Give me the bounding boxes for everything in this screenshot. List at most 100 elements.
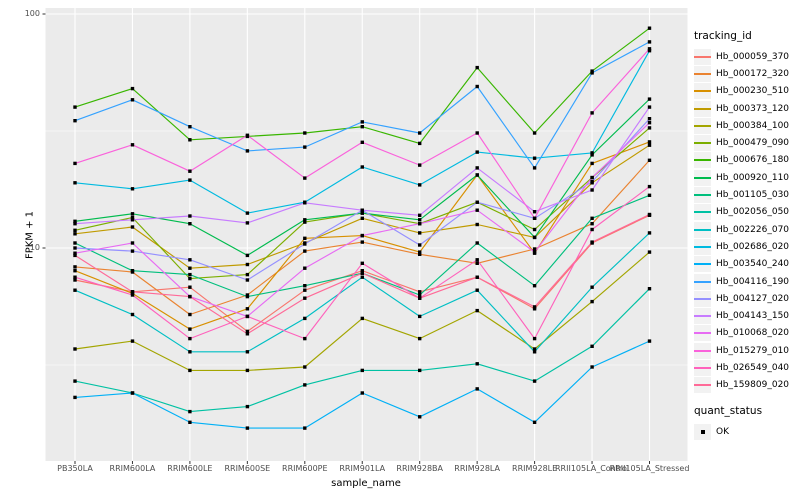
data-point <box>418 290 422 294</box>
legend-item: Hb_010068_020 <box>694 325 800 342</box>
x-tick-label: RRIM901LA <box>339 464 386 473</box>
data-point <box>647 250 652 254</box>
data-point <box>245 253 250 258</box>
data-point <box>245 133 250 137</box>
legend-key-line-icon <box>694 256 711 273</box>
data-point <box>188 266 192 270</box>
legend-key-line-icon <box>694 135 711 152</box>
data-point <box>73 241 77 245</box>
data-point <box>73 379 77 383</box>
data-point <box>130 241 135 245</box>
data-point <box>532 216 537 220</box>
legend-label: Hb_000172_320 <box>716 68 790 79</box>
data-point <box>418 336 422 341</box>
data-point <box>188 336 192 341</box>
data-point <box>475 241 479 245</box>
legend-label: Hb_159809_020 <box>716 380 790 391</box>
legend-key-line-icon <box>694 65 711 82</box>
legend-item: Hb_015279_010 <box>694 342 800 359</box>
series-color-swatch <box>694 142 711 145</box>
legend-key-line-icon <box>694 100 711 117</box>
legend-item: Hb_002686_020 <box>694 238 800 255</box>
data-point <box>590 227 594 232</box>
data-point <box>360 316 364 321</box>
data-point <box>73 246 77 250</box>
data-point <box>245 272 250 277</box>
data-point <box>245 149 250 153</box>
legend-item: Hb_000479_090 <box>694 134 800 152</box>
legend-item: Hb_159809_020 <box>694 377 800 394</box>
legend-key-line-icon <box>694 359 711 376</box>
legend-key-line-icon <box>694 187 711 204</box>
legend-item: Hb_000373_120 <box>694 100 800 117</box>
data-point <box>245 329 250 334</box>
data-point <box>73 219 77 223</box>
data-point <box>303 426 307 430</box>
legend-key-line-icon <box>694 290 711 307</box>
data-point <box>532 247 537 251</box>
data-point <box>647 339 652 343</box>
data-point <box>647 49 652 53</box>
x-tick-label: RRIM928BA <box>396 464 443 473</box>
legend-item: Hb_001105_030 <box>694 186 800 204</box>
data-point <box>245 211 250 215</box>
data-point <box>532 347 537 351</box>
data-point <box>188 214 192 218</box>
legend-item: Hb_000059_370 <box>694 48 800 65</box>
x-tick-label: RRIM600PE <box>282 464 328 473</box>
data-point <box>303 145 307 149</box>
data-point <box>418 293 422 297</box>
data-point <box>245 278 250 282</box>
data-point <box>418 296 422 300</box>
square-point-marker-icon <box>700 429 705 434</box>
data-point <box>360 269 364 273</box>
data-point <box>532 305 537 309</box>
x-axis-title: sample_name <box>331 478 401 489</box>
legend-title-tracking-id: tracking_id <box>694 30 752 42</box>
data-point <box>73 181 77 185</box>
data-point <box>360 211 364 215</box>
data-point <box>590 153 594 157</box>
data-point <box>475 261 479 265</box>
legend-label: Hb_004127_020 <box>716 293 790 304</box>
data-point <box>360 368 364 373</box>
data-point <box>73 395 77 400</box>
data-point <box>73 222 77 226</box>
data-point <box>590 188 594 192</box>
data-point <box>303 249 307 253</box>
legend-label: Hb_000920_110 <box>716 172 790 183</box>
data-point <box>188 258 192 262</box>
data-point <box>590 175 594 180</box>
x-tick-label: RRIM928LE <box>512 464 558 473</box>
data-point <box>188 294 192 299</box>
data-point <box>73 161 77 166</box>
data-point <box>475 308 479 313</box>
data-point <box>360 165 364 169</box>
data-point <box>647 158 652 162</box>
data-point <box>590 222 594 226</box>
data-point <box>245 332 250 336</box>
x-tick-label: PB350LA <box>57 464 93 473</box>
data-point <box>532 379 537 383</box>
data-point <box>73 253 77 258</box>
data-point <box>647 140 652 144</box>
x-tick-label: RRIM600LA <box>109 464 156 473</box>
legend-label: Hb_000676_180 <box>716 155 790 166</box>
data-point <box>590 71 594 75</box>
data-point <box>360 125 364 129</box>
data-point <box>590 299 594 304</box>
data-point <box>303 220 307 224</box>
data-point <box>73 228 77 232</box>
legend-label: Hb_002686_020 <box>716 241 790 252</box>
data-point <box>418 243 422 247</box>
legend-label: Hb_000479_090 <box>716 138 790 149</box>
x-tick-label: RRII105LA_Control <box>554 464 630 473</box>
data-point <box>418 141 422 146</box>
data-point <box>475 173 479 177</box>
data-point <box>130 212 135 216</box>
data-point <box>245 350 250 354</box>
data-point <box>303 131 307 135</box>
data-point <box>188 327 192 331</box>
legend-item: Hb_004127_020 <box>694 290 800 307</box>
